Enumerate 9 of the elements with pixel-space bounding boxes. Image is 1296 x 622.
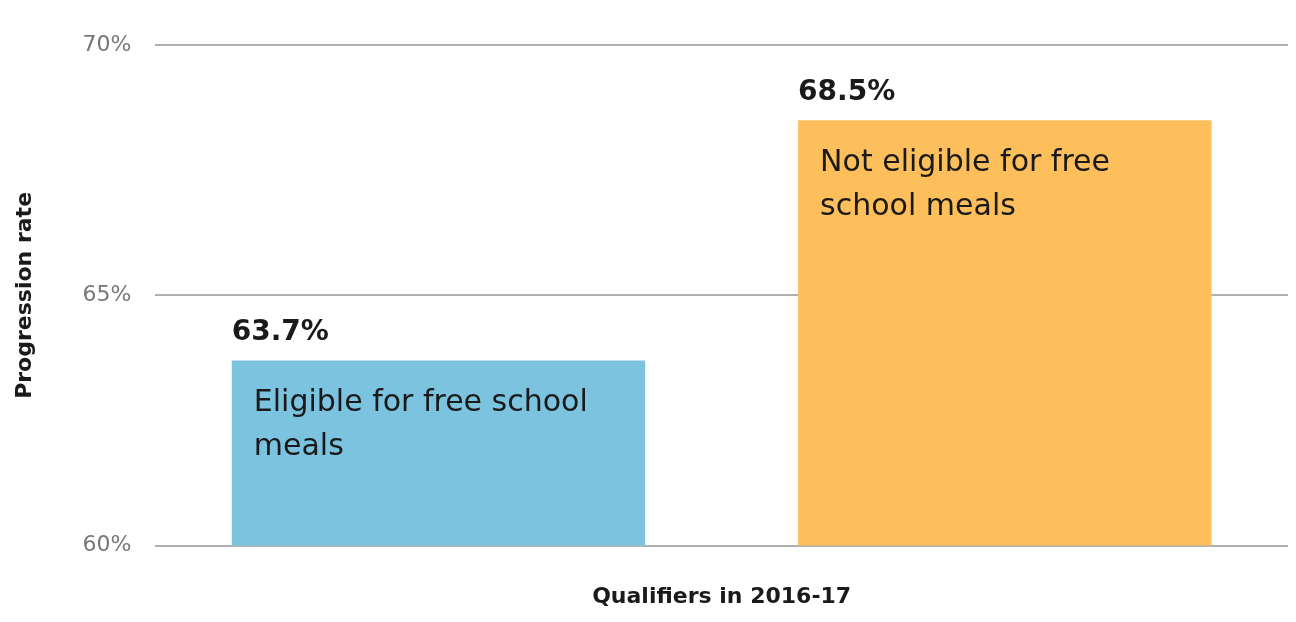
y-tick-label: 60% [82,531,132,557]
y-tick-label: 70% [82,30,132,56]
y-axis-title: Progression rate [10,191,36,399]
x-axis-title: Qualifiers in 2016-17 [592,582,852,608]
x-tick-label: Eligible for free school meals [253,383,588,463]
data-label: 68.5% [798,73,896,107]
x-tick-label: Not eligible for free school meals [820,143,1111,223]
data-label: 63.7% [231,313,329,347]
y-tick-label: 65% [82,281,132,307]
